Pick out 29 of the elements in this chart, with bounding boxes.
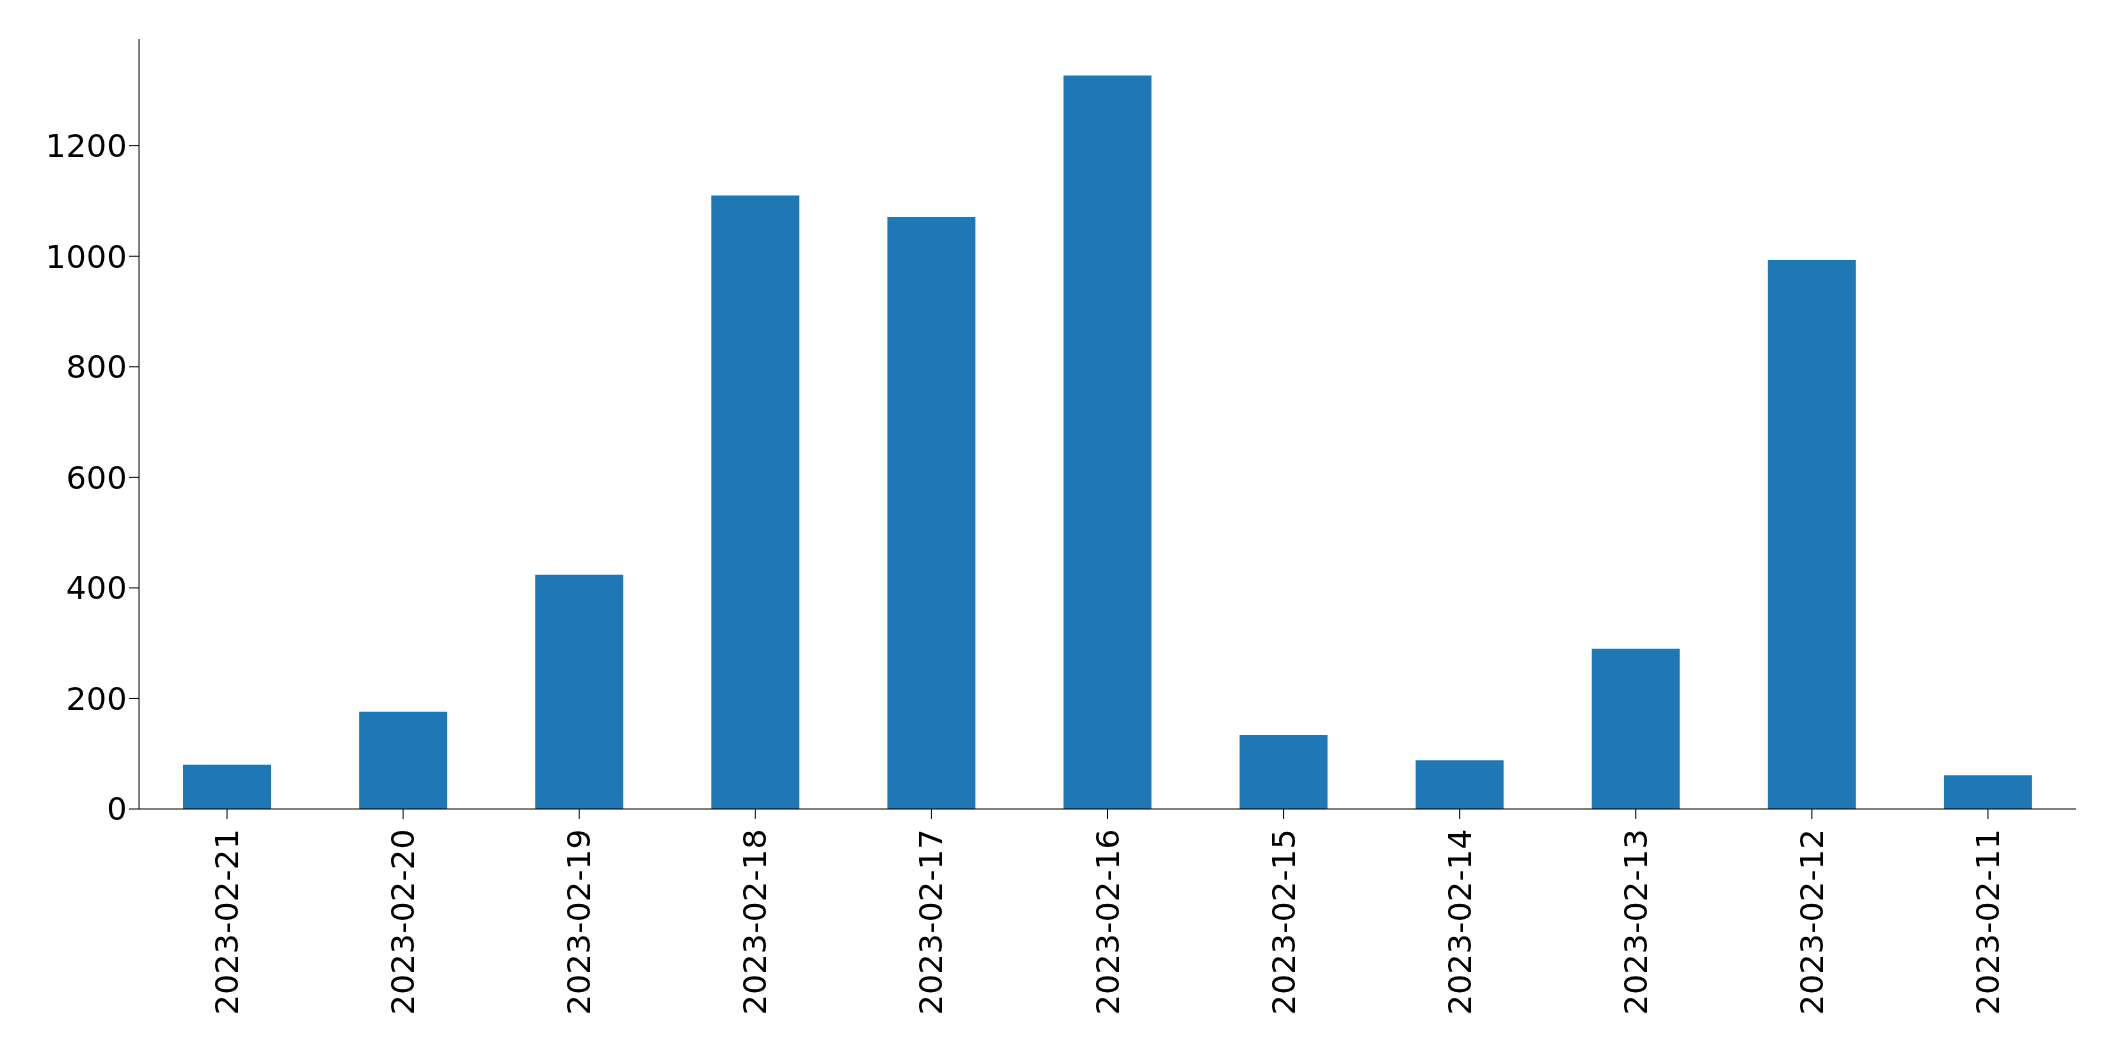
y-tick-label: 0 (106, 790, 127, 829)
x-tick-label: 2023-02-16 (1088, 829, 1127, 1015)
bar (183, 764, 272, 809)
bar (1943, 775, 2032, 809)
bar (887, 216, 976, 809)
bar (1767, 260, 1856, 809)
y-tick-label: 600 (65, 458, 127, 497)
y-tick-label: 800 (65, 348, 127, 387)
y-tick-label: 1200 (45, 127, 127, 166)
bar (359, 711, 448, 809)
bar (535, 574, 624, 809)
y-tick-label: 200 (65, 679, 127, 718)
x-tick-label: 2023-02-18 (736, 829, 775, 1015)
bar (711, 195, 800, 809)
x-tick-label: 2023-02-15 (1264, 829, 1303, 1015)
bar (1591, 648, 1680, 809)
x-tick-label: 2023-02-13 (1616, 829, 1655, 1015)
x-tick-label: 2023-02-17 (912, 829, 951, 1015)
x-tick-label: 2023-02-11 (1968, 829, 2007, 1015)
x-tick-label: 2023-02-20 (384, 829, 423, 1015)
bar (1415, 760, 1504, 809)
y-tick-label: 1000 (45, 237, 127, 276)
bar (1063, 75, 1152, 809)
x-tick-label: 2023-02-21 (208, 829, 247, 1015)
x-tick-label: 2023-02-19 (560, 829, 599, 1015)
x-tick-label: 2023-02-12 (1792, 829, 1831, 1015)
bar (1239, 734, 1328, 809)
x-tick-label: 2023-02-14 (1440, 829, 1479, 1015)
y-tick-label: 400 (65, 569, 127, 608)
